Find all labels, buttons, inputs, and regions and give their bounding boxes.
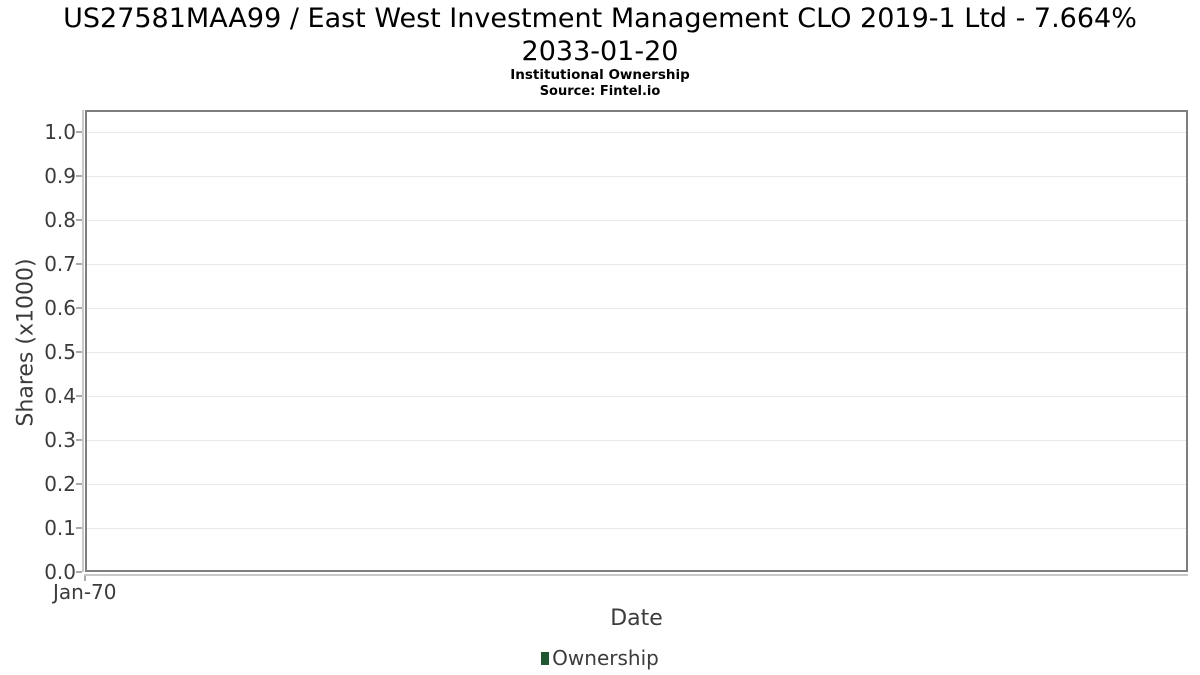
y-tick-label: 0.8 [44, 208, 76, 232]
y-tick-label: 0.6 [44, 296, 76, 320]
gridline [87, 396, 1186, 397]
x-tick-label: Jan-70 [53, 580, 117, 604]
x-axis-line [84, 574, 1188, 576]
gridline [87, 528, 1186, 529]
chart-title: US27581MAA99 / East West Investment Mana… [0, 2, 1200, 68]
y-tick-mark [76, 571, 82, 573]
plot-area [85, 110, 1188, 572]
y-tick-mark [76, 439, 82, 441]
y-tick-label: 0.0 [44, 560, 76, 584]
y-axis-line [82, 110, 84, 572]
y-tick-mark [76, 307, 82, 309]
y-tick-mark [76, 483, 82, 485]
y-tick-mark [76, 351, 82, 353]
gridline [87, 484, 1186, 485]
x-axis-title: Date [610, 606, 663, 631]
y-tick-label: 0.7 [44, 252, 76, 276]
chart-title-line2: 2033-01-20 [521, 36, 679, 67]
chart-title-line1: US27581MAA99 / East West Investment Mana… [63, 3, 1137, 34]
y-tick-mark [76, 131, 82, 133]
gridline [87, 220, 1186, 221]
gridline [87, 176, 1186, 177]
x-tick-mark [84, 576, 86, 581]
chart-subtitle: Institutional Ownership [510, 67, 690, 83]
gridline [87, 440, 1186, 441]
legend-marker-icon [541, 651, 550, 665]
y-tick-mark [76, 395, 82, 397]
y-tick-label: 0.2 [44, 472, 76, 496]
y-tick-label: 1.0 [44, 120, 76, 144]
gridline [87, 132, 1186, 133]
y-tick-mark [76, 527, 82, 529]
gridline [87, 308, 1186, 309]
y-tick-mark [76, 219, 82, 221]
y-tick-label: 0.3 [44, 428, 76, 452]
legend: Ownership [0, 645, 1200, 671]
y-axis-title: Shares (x1000) [13, 258, 39, 427]
y-tick-label: 0.1 [44, 516, 76, 540]
gridline [87, 352, 1186, 353]
y-tick-mark [76, 175, 82, 177]
y-tick-label: 0.5 [44, 340, 76, 364]
y-tick-mark [76, 263, 82, 265]
legend-label: Ownership [552, 646, 659, 670]
gridline [87, 264, 1186, 265]
legend-item-ownership: Ownership [541, 646, 659, 670]
chart-source: Source: Fintel.io [539, 84, 661, 99]
y-tick-label: 0.9 [44, 164, 76, 188]
y-tick-label: 0.4 [44, 384, 76, 408]
